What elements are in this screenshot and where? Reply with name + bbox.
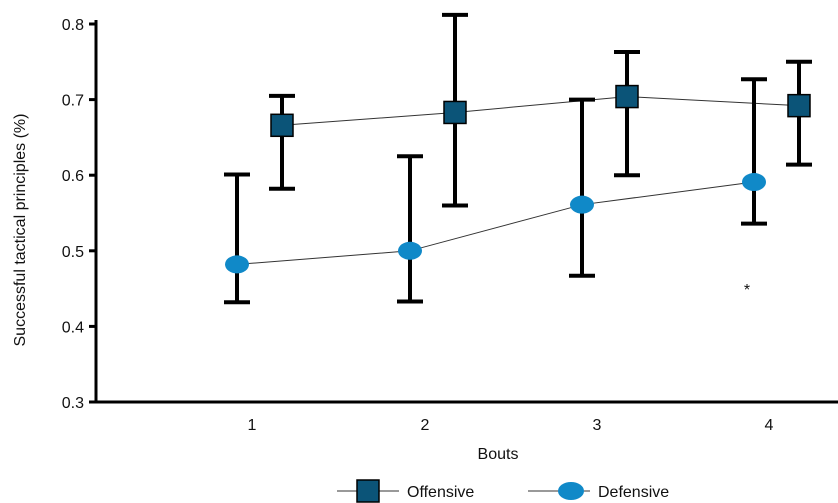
x-axis: 1 2 3 4 <box>96 400 838 434</box>
y-tick-label: 0.6 <box>62 168 84 185</box>
data-point-defensive <box>398 241 422 260</box>
error-bar <box>224 172 250 305</box>
data-point-offensive <box>443 100 467 125</box>
error-bar <box>269 93 295 191</box>
x-tick-label: 4 <box>765 417 774 434</box>
data-point-defensive <box>570 195 594 214</box>
legend-square-icon <box>356 479 380 503</box>
y-tick-label: 0.5 <box>62 244 84 261</box>
legend: Offensive Defensive <box>337 479 669 503</box>
data-point-offensive <box>270 113 294 138</box>
legend-circle-icon <box>558 482 584 500</box>
data-point-offensive <box>787 93 811 118</box>
plot-area <box>224 12 812 305</box>
error-bar <box>614 49 640 178</box>
legend-label: Defensive <box>598 484 669 501</box>
y-tick-label: 0.4 <box>62 319 84 336</box>
significance-marker: * <box>744 282 750 299</box>
legend-label: Offensive <box>407 484 474 501</box>
y-tick-label: 0.8 <box>62 17 84 34</box>
x-tick-label: 3 <box>593 417 602 434</box>
data-point-offensive <box>615 84 639 109</box>
x-tick-label: 1 <box>248 417 257 434</box>
y-tick-label: 0.3 <box>62 395 84 412</box>
y-axis: 0.3 0.4 0.5 0.6 0.7 0.8 <box>62 17 98 412</box>
error-bar <box>397 154 423 304</box>
series-line-defensive <box>236 181 755 265</box>
y-tick-label: 0.7 <box>62 93 84 110</box>
data-point-defensive <box>742 173 766 192</box>
error-bar <box>569 97 595 278</box>
legend-item-offensive: Offensive <box>337 479 474 503</box>
legend-item-defensive: Defensive <box>528 482 669 501</box>
annotations: * <box>744 282 750 299</box>
error-bar <box>741 77 767 226</box>
x-axis-title: Bouts <box>478 446 519 463</box>
series-line-offensive <box>281 96 800 126</box>
y-axis-title: Successful tactical principles (%) <box>12 114 29 347</box>
data-point-defensive <box>225 255 249 274</box>
x-tick-label: 2 <box>421 417 430 434</box>
